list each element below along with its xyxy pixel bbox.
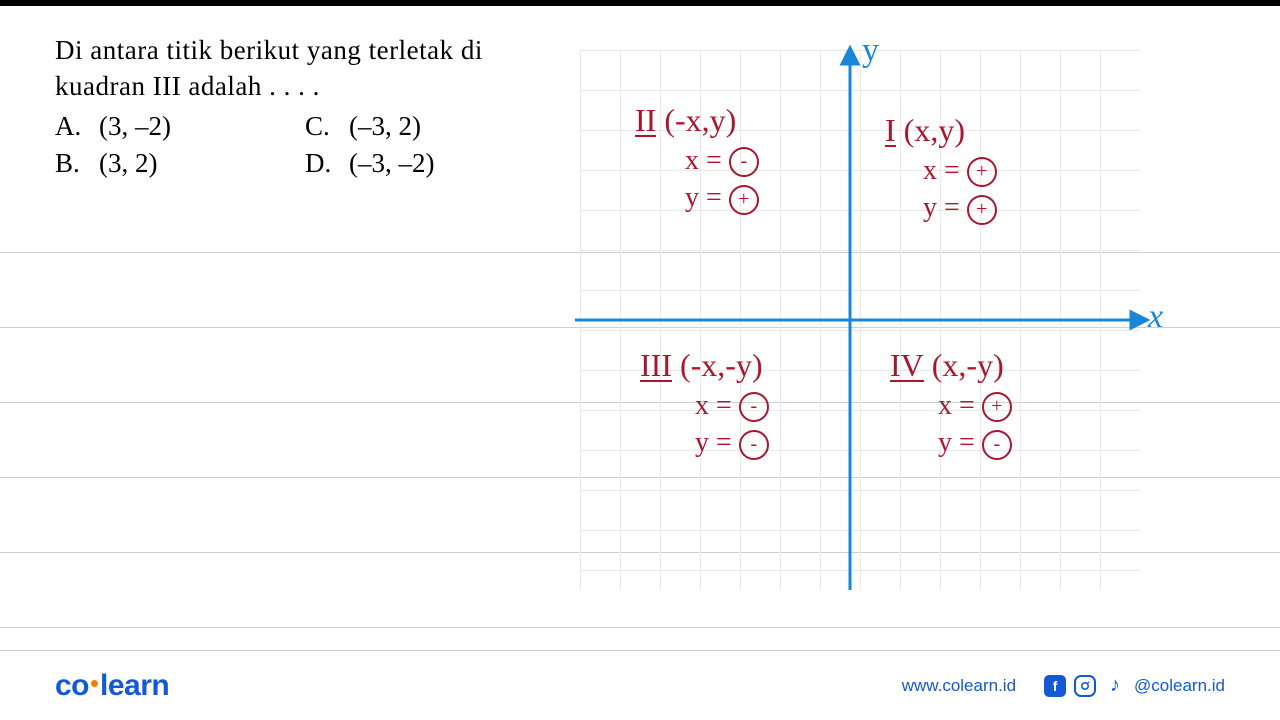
minus-icon: - <box>729 147 759 177</box>
brand-co: co <box>55 669 89 702</box>
quadrant-4-block: IV (x,-y) x = + y = - <box>890 345 1012 462</box>
quadrant-1-block: I (x,y) x = + y = + <box>885 110 997 227</box>
x-sign-line: x = - <box>695 387 769 425</box>
y-axis-label: y <box>862 32 879 70</box>
plus-icon: + <box>967 157 997 187</box>
x-sign-line: x = + <box>938 387 1012 425</box>
minus-icon: - <box>982 430 1012 460</box>
minus-icon: - <box>739 430 769 460</box>
coord-form: (-x,y) <box>664 102 736 138</box>
option-value: (3, –2) <box>99 111 171 142</box>
quadrant-3-block: III (-x,-y) x = - y = - <box>640 345 769 462</box>
y-sign-line: y = - <box>695 424 769 462</box>
y-sign-line: y = + <box>685 179 759 217</box>
y-sign-line: y = - <box>938 424 1012 462</box>
x-sign-line: x = + <box>923 152 997 190</box>
option-d: D. (–3, –2) <box>305 148 555 179</box>
social-handle: @colearn.id <box>1134 676 1225 696</box>
plus-icon: + <box>982 392 1012 422</box>
coord-form: (x,y) <box>904 112 965 148</box>
option-letter: B. <box>55 148 83 179</box>
quadrant-label: I (x,y) <box>885 110 997 152</box>
option-letter: A. <box>55 111 83 142</box>
brand-learn: learn <box>100 669 169 702</box>
option-value: (–3, –2) <box>349 148 434 179</box>
plus-icon: + <box>967 195 997 225</box>
option-value: (–3, 2) <box>349 111 421 142</box>
option-letter: D. <box>305 148 333 179</box>
y-sign-line: y = + <box>923 189 997 227</box>
facebook-icon: f <box>1044 675 1066 697</box>
answer-options: A. (3, –2) C. (–3, 2) B. (3, 2) D. (–3, … <box>55 111 575 179</box>
coord-form: (x,-y) <box>932 347 1004 383</box>
roman-numeral: III <box>640 351 672 382</box>
footer-bar: colearn www.colearn.id f ♪ @colearn.id <box>0 650 1280 720</box>
brand-logo: colearn <box>55 669 169 703</box>
content-area: Di antara titik berikut yang terletak di… <box>0 20 1280 640</box>
option-value: (3, 2) <box>99 148 157 179</box>
option-b: B. (3, 2) <box>55 148 305 179</box>
coord-form: (-x,-y) <box>680 347 763 383</box>
brand-dot-icon <box>91 680 98 687</box>
footer-right: www.colearn.id f ♪ @colearn.id <box>902 675 1225 697</box>
quadrant-label: IV (x,-y) <box>890 345 1012 387</box>
roman-numeral: IV <box>890 351 924 382</box>
instagram-icon <box>1074 675 1096 697</box>
footer-url: www.colearn.id <box>902 676 1016 696</box>
x-axis-label: x <box>1148 298 1163 336</box>
x-sign-line: x = - <box>685 142 759 180</box>
question-text: Di antara titik berikut yang terletak di… <box>55 32 575 105</box>
option-a: A. (3, –2) <box>55 111 305 142</box>
plus-icon: + <box>729 185 759 215</box>
quadrant-label: III (-x,-y) <box>640 345 769 387</box>
roman-numeral: II <box>635 106 656 137</box>
roman-numeral: I <box>885 116 896 147</box>
minus-icon: - <box>739 392 769 422</box>
ruled-line <box>0 627 1280 628</box>
social-icons: f ♪ @colearn.id <box>1044 675 1225 697</box>
top-black-bar <box>0 0 1280 6</box>
quadrant-label: II (-x,y) <box>635 100 759 142</box>
option-c: C. (–3, 2) <box>305 111 555 142</box>
question-block: Di antara titik berikut yang terletak di… <box>55 32 575 179</box>
option-letter: C. <box>305 111 333 142</box>
quadrant-2-block: II (-x,y) x = - y = + <box>635 100 759 217</box>
tiktok-icon: ♪ <box>1104 675 1126 697</box>
